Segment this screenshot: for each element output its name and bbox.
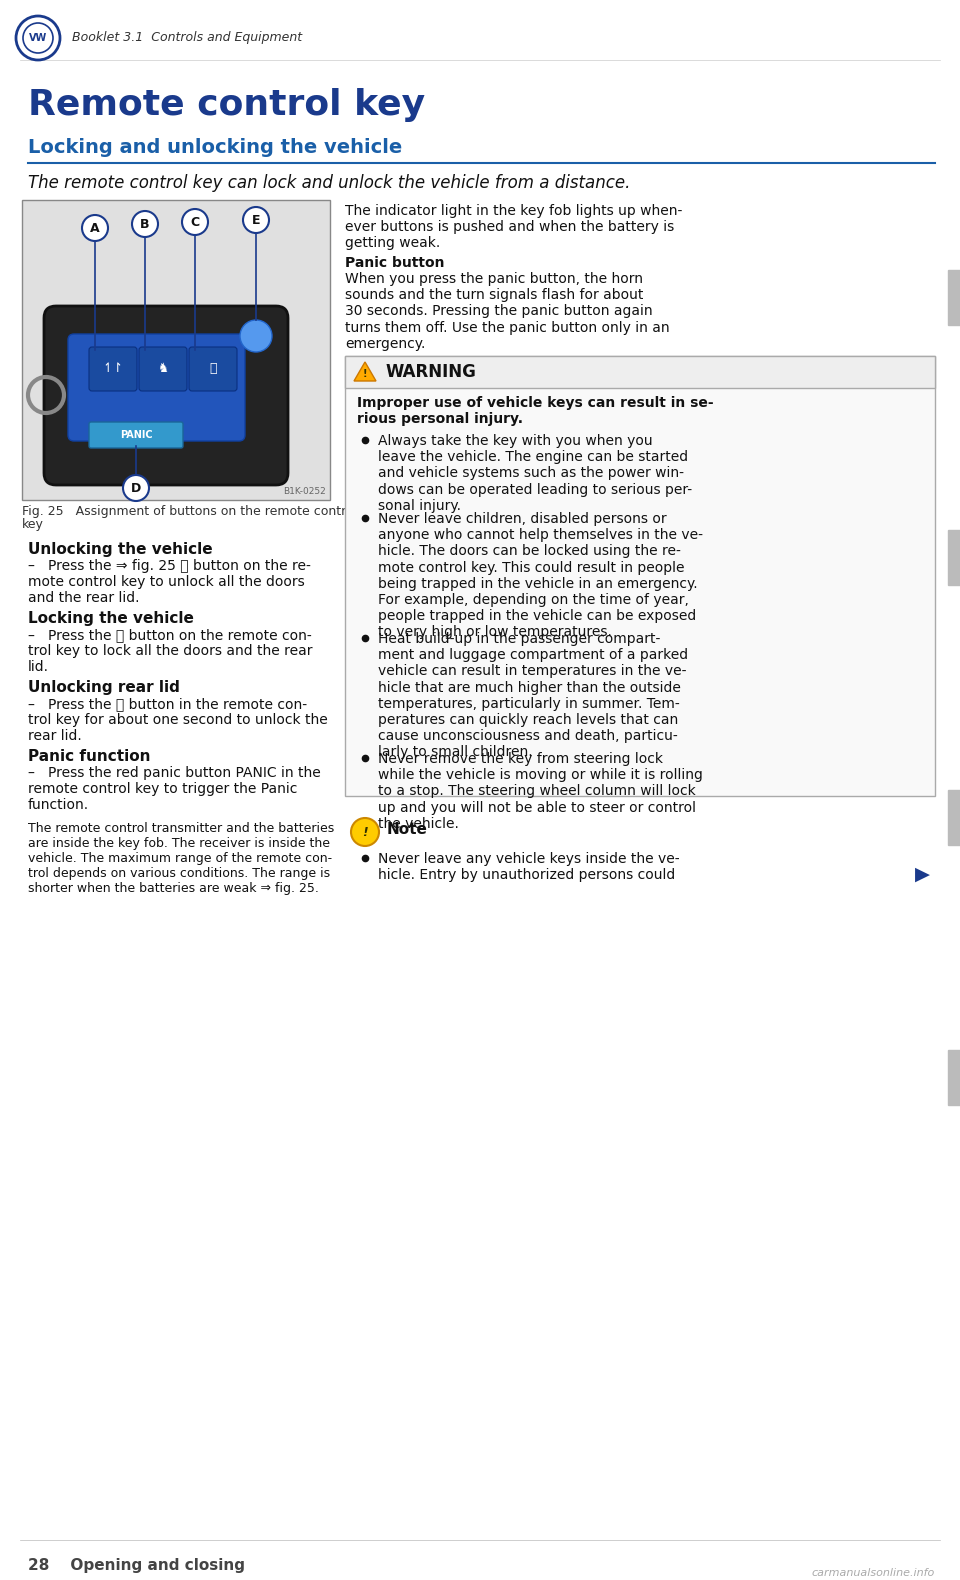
Circle shape [351,818,379,845]
Text: ↿↾: ↿↾ [103,362,124,376]
Text: The remote control key can lock and unlock the vehicle from a distance.: The remote control key can lock and unlo… [28,174,631,193]
Text: WARNING: WARNING [385,363,476,381]
FancyBboxPatch shape [139,348,187,390]
Text: Fig. 25   Assignment of buttons on the remote control: Fig. 25 Assignment of buttons on the rem… [22,506,357,518]
Circle shape [123,476,149,501]
Text: VW: VW [29,33,47,43]
Text: Improper use of vehicle keys can result in se-
rious personal injury.: Improper use of vehicle keys can result … [357,397,713,427]
Text: Never remove the key from steering lock
while the vehicle is moving or while it : Never remove the key from steering lock … [378,752,703,831]
Text: !: ! [363,370,368,379]
Text: –   Press the Ⓒ button in the remote con-
trol key for about one second to unloc: – Press the Ⓒ button in the remote con- … [28,697,327,744]
Bar [948,1051,960,1104]
Text: Never leave children, disabled persons or
anyone who cannot help themselves in t: Never leave children, disabled persons o… [378,512,703,640]
Text: key: key [22,518,44,531]
Text: A: A [90,221,100,234]
Circle shape [240,321,272,352]
Text: Panic button: Panic button [345,256,444,270]
Text: Always take the key with you when you
leave the vehicle. The engine can be start: Always take the key with you when you le… [378,435,692,514]
FancyBboxPatch shape [189,348,237,390]
Text: !: ! [362,825,368,839]
Bar [948,790,960,845]
FancyBboxPatch shape [89,348,137,390]
Bar [345,356,935,796]
Text: Locking and unlocking the vehicle: Locking and unlocking the vehicle [28,137,402,156]
Text: Remote control key: Remote control key [28,88,425,122]
FancyBboxPatch shape [89,422,183,449]
Text: Locking the vehicle: Locking the vehicle [28,611,194,626]
Text: C: C [190,215,200,229]
Text: Heat build-up in the passenger compart-
ment and luggage compartment of a parked: Heat build-up in the passenger compart- … [378,632,688,760]
Text: The indicator light in the key fob lights up when-
ever buttons is pushed and wh: The indicator light in the key fob light… [345,204,683,250]
Text: When you press the panic button, the horn
sounds and the turn signals flash for : When you press the panic button, the hor… [345,272,670,351]
Text: Booklet 3.1  Controls and Equipment: Booklet 3.1 Controls and Equipment [72,32,302,44]
Text: E: E [252,213,260,226]
Text: ⧄: ⧄ [209,362,217,376]
Bar [22,201,330,499]
Text: The remote control transmitter and the batteries
are inside the key fob. The rec: The remote control transmitter and the b… [28,822,334,894]
Text: Unlocking the vehicle: Unlocking the vehicle [28,542,212,558]
Circle shape [132,212,158,237]
Text: B1K-0252: B1K-0252 [283,487,326,496]
Text: Unlocking rear lid: Unlocking rear lid [28,679,180,695]
Bar [345,356,935,389]
Text: carmanualsonline.info: carmanualsonline.info [812,1567,935,1578]
Bar [948,529,960,585]
Text: 28    Opening and closing: 28 Opening and closing [28,1558,245,1574]
Polygon shape [354,362,376,381]
Text: –   Press the ⇒ fig. 25 Ⓐ button on the re-
mote control key to unlock all the d: – Press the ⇒ fig. 25 Ⓐ button on the re… [28,559,311,605]
Text: ▶: ▶ [915,864,930,883]
Bar [948,270,960,325]
Text: –   Press the red panic button PANIC in the
remote control key to trigger the Pa: – Press the red panic button PANIC in th… [28,766,321,812]
Circle shape [243,207,269,232]
Text: B: B [140,218,150,231]
FancyBboxPatch shape [68,333,245,441]
Text: Never leave any vehicle keys inside the ve-
hicle. Entry by unauthorized persons: Never leave any vehicle keys inside the … [378,852,680,882]
Text: –   Press the Ⓑ button on the remote con-
trol key to lock all the doors and the: – Press the Ⓑ button on the remote con- … [28,627,313,675]
Text: Panic function: Panic function [28,749,151,765]
Text: Note: Note [387,823,428,837]
Circle shape [182,209,208,235]
Circle shape [82,215,108,242]
Text: PANIC: PANIC [120,430,153,439]
Text: D: D [131,482,141,495]
Text: ♞: ♞ [157,362,169,376]
FancyBboxPatch shape [44,307,288,485]
